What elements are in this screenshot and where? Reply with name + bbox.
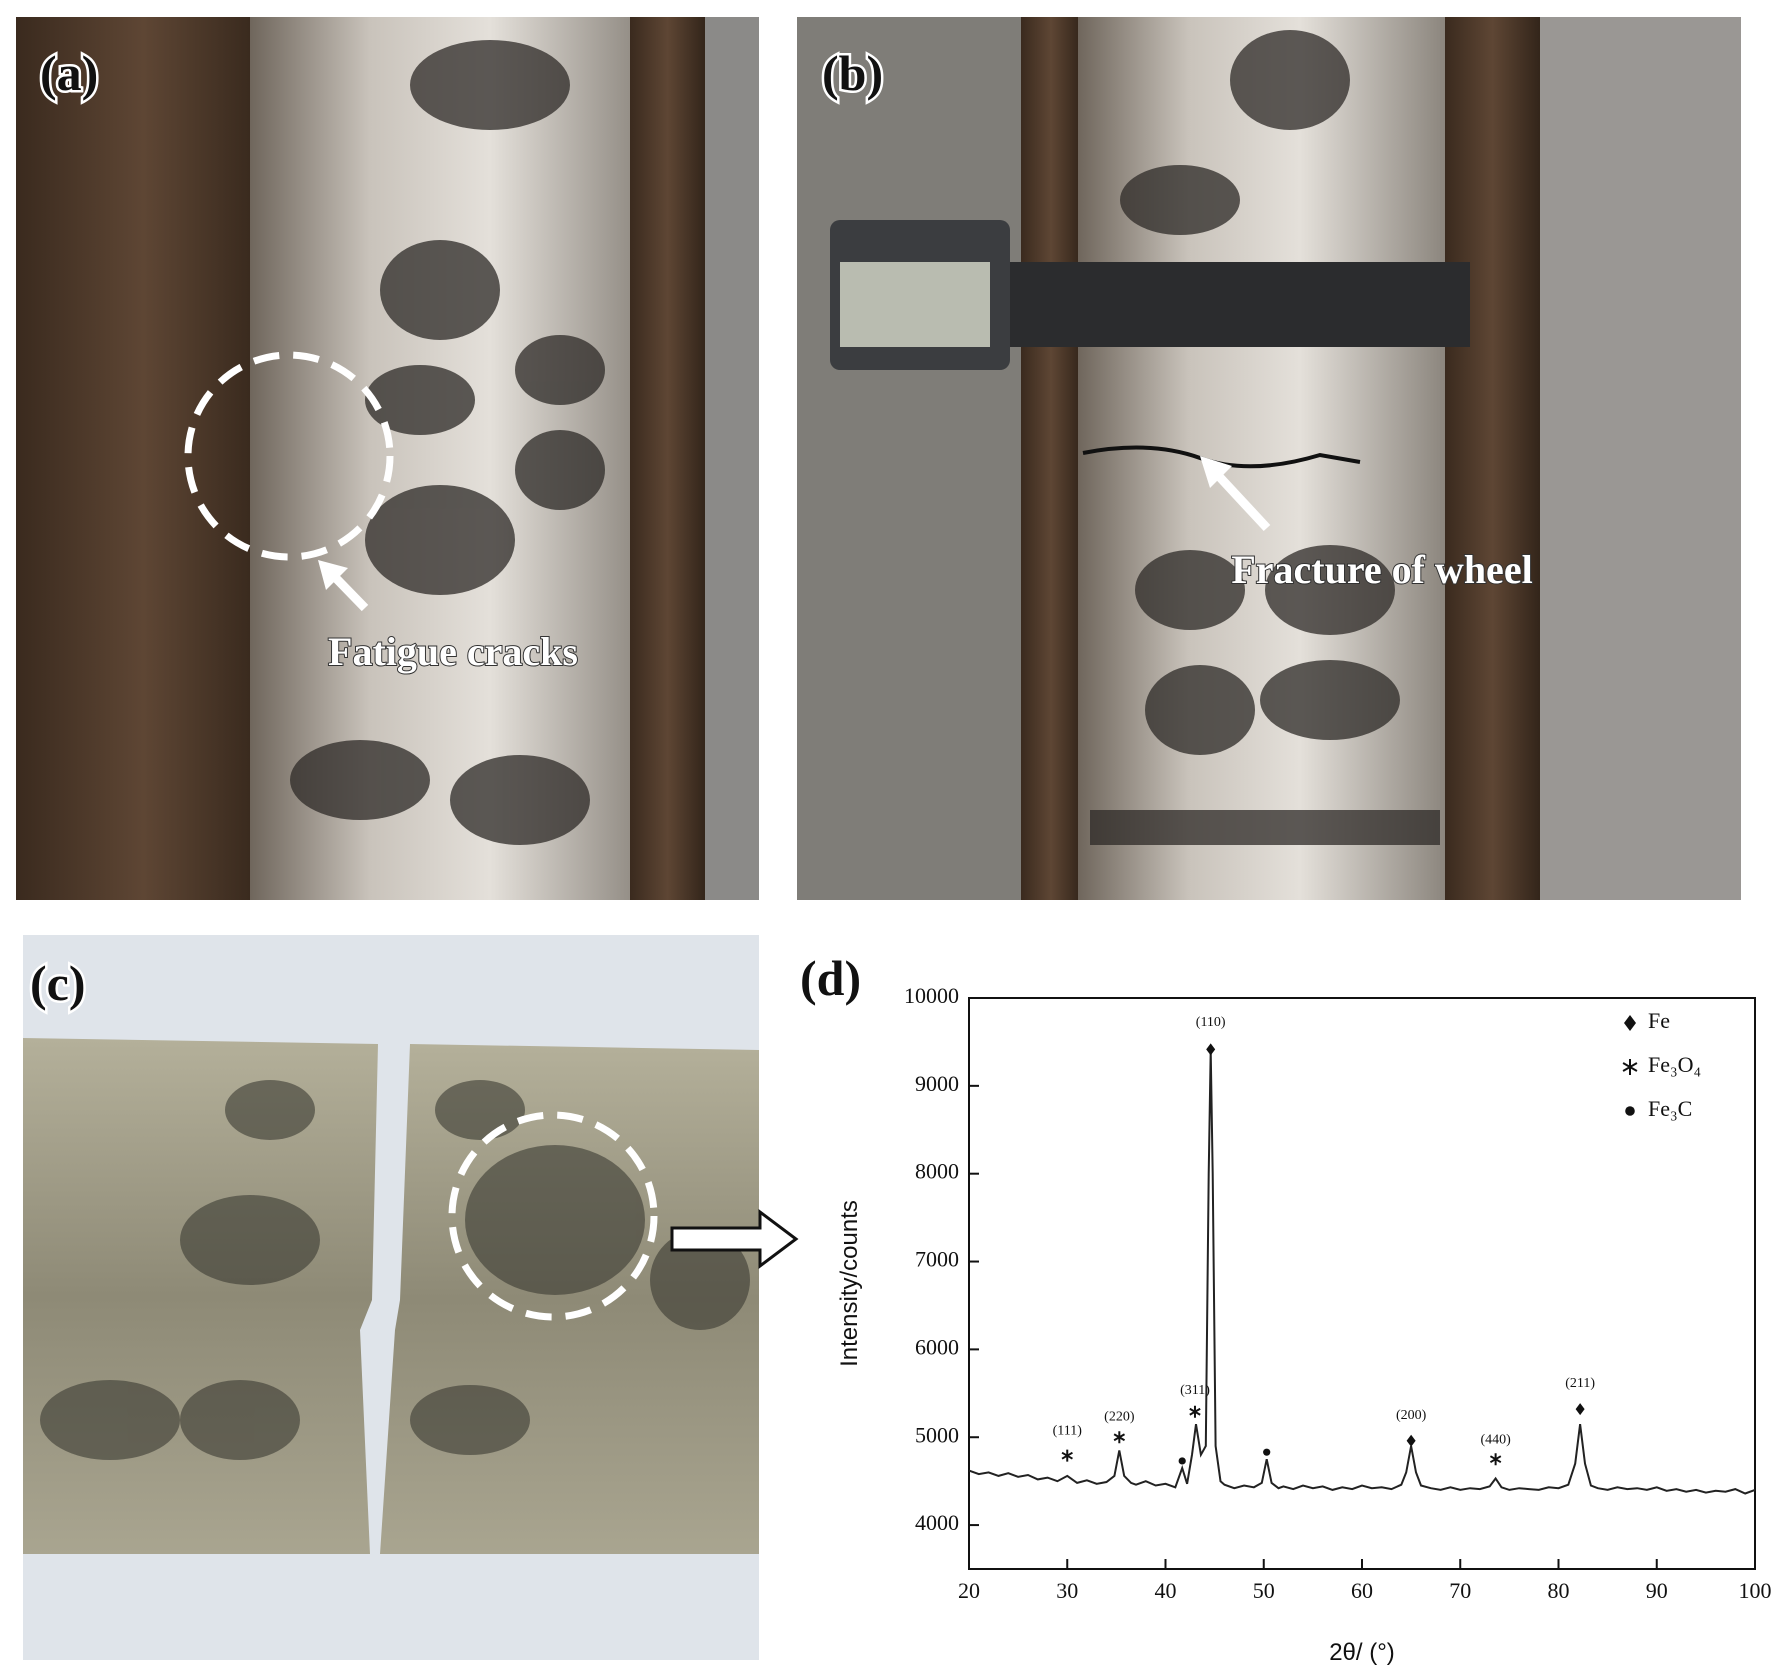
- y-tick-label: 4000: [915, 1510, 959, 1535]
- peak-label: (311): [1180, 1383, 1210, 1398]
- x-tick-label: 40: [1155, 1578, 1177, 1603]
- peak-label: (111): [1053, 1424, 1083, 1439]
- y-tick-label: 6000: [915, 1334, 959, 1359]
- peak-label: (110): [1196, 1015, 1226, 1030]
- x-tick-label: 80: [1548, 1578, 1570, 1603]
- wheel-tread: [1078, 17, 1448, 900]
- peak-label: (220): [1104, 1410, 1135, 1425]
- x-tick-label: 70: [1449, 1578, 1471, 1603]
- plot-frame: [968, 997, 1756, 1570]
- legend-marker: [1622, 1059, 1638, 1075]
- x-tick-label: 20: [958, 1578, 980, 1603]
- peak-marker: [1263, 1448, 1271, 1456]
- peak-marker: [1575, 1403, 1585, 1416]
- y-tick-label: 7000: [915, 1247, 959, 1272]
- wheel-rim: [630, 17, 705, 900]
- photo-c: (c): [23, 935, 759, 1660]
- peak-marker: [1061, 1449, 1073, 1462]
- caliper-scale: [1010, 262, 1470, 347]
- analysis-circle: [448, 1111, 658, 1321]
- crack-circle: [184, 351, 394, 561]
- arrow-head: [318, 560, 348, 590]
- x-tick-label: 60: [1351, 1578, 1373, 1603]
- wheel-rim: [1445, 17, 1540, 900]
- peak-marker: [1406, 1434, 1416, 1447]
- y-tick-label: 10000: [904, 983, 959, 1008]
- legend-marker: [1625, 1106, 1635, 1116]
- legend-label: Fe: [1648, 1008, 1670, 1033]
- plate-left: [23, 1038, 378, 1554]
- peak-marker: [1189, 1405, 1201, 1418]
- photo-b: (b) Fracture of wheel: [797, 17, 1741, 900]
- wear-spots: [290, 40, 605, 845]
- panel-label: (d): [800, 950, 861, 1006]
- y-axis-title: Intensity/counts: [836, 1200, 863, 1367]
- annotation: Fracture of wheel: [1231, 547, 1532, 592]
- panel-label: (a): [40, 45, 98, 101]
- arrow-head: [1200, 456, 1232, 488]
- wheel-flange: [16, 17, 271, 900]
- wear-spots: [1090, 30, 1440, 845]
- peak-marker: [1489, 1453, 1502, 1466]
- fracture-line: [1082, 445, 1361, 469]
- xrd-chart: 20 30 40 50 60 70 80 90 100 4000 5000 6000 7000 8000 9…: [836, 983, 1772, 1666]
- x-axis-title: 2θ/ (°): [1329, 1639, 1395, 1666]
- caliper-display: [840, 262, 990, 347]
- xrd-line: [968, 1050, 1756, 1495]
- wheel-flange: [1021, 17, 1081, 900]
- x-tick-label: 50: [1253, 1578, 1275, 1603]
- legend-label: Fe₃O₄: [1648, 1052, 1701, 1077]
- x-tick-label: 90: [1646, 1578, 1668, 1603]
- y-tick-label: 9000: [915, 1071, 959, 1096]
- peak-label: (211): [1565, 1376, 1595, 1391]
- background-left: [797, 17, 1027, 900]
- x-tick-label: 30: [1056, 1578, 1078, 1603]
- peak-label: (200): [1396, 1408, 1427, 1423]
- legend-label: Fe₃C: [1648, 1096, 1692, 1121]
- peak-marker: [1206, 1043, 1216, 1056]
- link-arrow: [670, 1209, 799, 1269]
- wear-spots: [40, 1080, 750, 1460]
- panel-label: (c): [30, 955, 86, 1011]
- peak-label: (440): [1480, 1432, 1511, 1447]
- annotation: Fatigue cracks: [328, 629, 578, 674]
- peak-marker: [1178, 1457, 1186, 1465]
- y-tick-label: 8000: [915, 1159, 959, 1184]
- panel-label: (b): [822, 45, 883, 101]
- legend-marker: [1624, 1015, 1636, 1031]
- peak-marker: [1113, 1431, 1126, 1444]
- photo-a: (a) Fatigue cracks: [16, 17, 759, 900]
- arrow-shaft: [1211, 468, 1271, 532]
- x-tick-label: 100: [1739, 1578, 1772, 1603]
- y-tick-label: 5000: [915, 1422, 959, 1447]
